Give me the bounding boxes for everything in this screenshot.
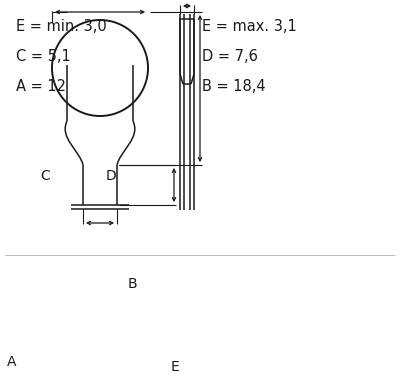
Text: A: A bbox=[7, 355, 17, 369]
Text: B = 18,4: B = 18,4 bbox=[202, 80, 266, 94]
Text: D: D bbox=[106, 169, 117, 183]
Text: A = 12: A = 12 bbox=[16, 80, 66, 94]
Text: E = max. 3,1: E = max. 3,1 bbox=[202, 19, 297, 34]
Text: B: B bbox=[128, 277, 138, 291]
Text: E = min. 3,0: E = min. 3,0 bbox=[16, 19, 107, 34]
Text: D = 7,6: D = 7,6 bbox=[202, 49, 258, 64]
Text: E: E bbox=[171, 360, 180, 374]
Text: C: C bbox=[40, 169, 50, 183]
Text: C = 5,1: C = 5,1 bbox=[16, 49, 71, 64]
